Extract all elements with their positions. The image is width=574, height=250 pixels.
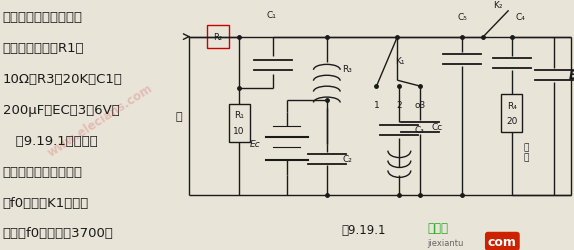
Text: 2: 2 (397, 101, 402, 110)
FancyBboxPatch shape (502, 95, 522, 132)
FancyBboxPatch shape (207, 26, 230, 49)
Text: 图9.19.1: 图9.19.1 (342, 223, 386, 236)
Text: 入: 入 (175, 112, 182, 122)
Text: C₄: C₄ (516, 13, 526, 22)
Text: 的f0可通过K1来选择: 的f0可通过K1来选择 (3, 196, 89, 209)
Text: 低通滤波器有三个不同: 低通滤波器有三个不同 (3, 165, 83, 178)
Text: 接线图: 接线图 (428, 221, 449, 234)
Text: EJ: EJ (569, 68, 574, 82)
Text: com: com (488, 235, 517, 248)
Text: Cc: Cc (432, 123, 443, 132)
Text: 10Ω，R3：20K，C1：: 10Ω，R3：20K，C1： (3, 73, 123, 86)
Text: R₃: R₃ (342, 64, 352, 74)
Text: 图9.19.1电路中，: 图9.19.1电路中， (3, 134, 98, 147)
Text: jiexiantu: jiexiantu (428, 238, 464, 248)
Text: 200μF，EC：3～6V。: 200μF，EC：3～6V。 (3, 104, 119, 117)
Text: R₄: R₄ (507, 101, 517, 110)
Text: 10: 10 (233, 127, 245, 136)
Text: （三个f0分别约为3700，: （三个f0分别约为3700， (3, 226, 114, 239)
Text: R₂: R₂ (214, 33, 223, 42)
Text: www.elecians.com: www.elecians.com (45, 81, 156, 159)
Text: 么关系的。图中R1：: 么关系的。图中R1： (3, 42, 84, 55)
Text: R₁: R₁ (234, 111, 244, 120)
Text: Ec: Ec (249, 140, 260, 148)
Text: C₁: C₁ (266, 11, 277, 20)
Text: 输
出: 输 出 (523, 142, 529, 162)
Text: K₂: K₂ (493, 1, 502, 10)
Text: 20: 20 (506, 117, 518, 126)
Text: 1: 1 (374, 101, 379, 110)
FancyBboxPatch shape (228, 104, 250, 142)
Text: C₅: C₅ (457, 13, 467, 22)
Text: C₃: C₃ (414, 126, 425, 135)
Text: C₂: C₂ (342, 154, 352, 164)
Text: 接收语言来讲是没有什: 接收语言来讲是没有什 (3, 11, 83, 24)
Text: o3: o3 (415, 101, 426, 110)
Text: K₁: K₁ (395, 57, 405, 66)
